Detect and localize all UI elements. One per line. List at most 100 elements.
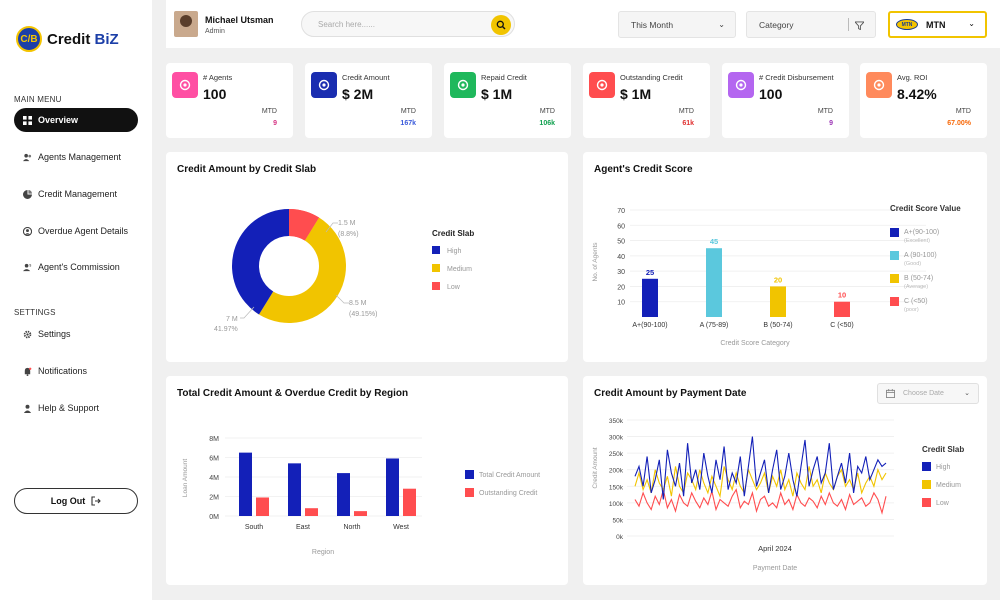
y-tick-label: 10: [617, 300, 625, 307]
y-axis-label: Loan Amount: [182, 459, 189, 498]
sidebar-item-agents-commission[interactable]: $ Agent's Commission: [14, 255, 138, 279]
sidebar-item-overdue-agent-details[interactable]: Overdue Agent Details: [14, 219, 138, 243]
y-tick-label: 70: [617, 208, 625, 215]
payment-date-card: Credit Amount by Payment Date Choose Dat…: [583, 376, 987, 585]
grid-icon: [23, 115, 32, 125]
y-tick-label: 40: [617, 254, 625, 261]
legend-note: (Good): [904, 261, 921, 267]
kpi-icon-box: [311, 72, 337, 98]
sidebar-item-credit-management[interactable]: Credit Management: [14, 182, 138, 206]
bar-South-1: [256, 497, 269, 516]
search-input[interactable]: Search here......: [301, 11, 515, 37]
leader-line: [325, 222, 338, 233]
kpi-card[interactable]: # Agents 100 MTD 9: [166, 63, 293, 138]
choose-date-dropdown[interactable]: Choose Date ⌄: [877, 383, 979, 404]
search-button[interactable]: [491, 15, 511, 35]
operator-value: MTN: [926, 19, 946, 30]
kpi-card[interactable]: Avg. ROI 8.42% MTD 67.00%: [860, 63, 987, 138]
sidebar-item-label: Agents Management: [38, 152, 122, 162]
kpi-label: # Agents: [203, 73, 233, 82]
agent-alert-icon: [23, 226, 32, 236]
kpi-value: 8.42%: [897, 86, 937, 102]
sidebar-item-label: Credit Management: [38, 189, 118, 199]
kpi-card[interactable]: # Credit Disbursement 100 MTD 9: [722, 63, 849, 138]
logo-text-biz: BiZ: [94, 30, 119, 48]
kpi-period: MTD: [817, 108, 833, 115]
logout-button[interactable]: Log Out: [14, 488, 138, 514]
legend-swatch: [890, 228, 899, 237]
y-tick-label: 8M: [209, 436, 219, 443]
bar-East-1: [305, 508, 318, 516]
mtn-logo: MTN: [896, 19, 918, 30]
y-axis-label: No. of Agents: [592, 242, 599, 282]
legend-title: Credit Score Value: [890, 204, 961, 213]
users-icon: [23, 153, 32, 161]
sidebar-item-settings[interactable]: Settings: [14, 322, 138, 346]
month-filter-dropdown[interactable]: This Month ⌄: [618, 11, 736, 38]
kpi-label: Outstanding Credit: [620, 73, 683, 82]
slice-label-low-pct: (8.8%): [338, 231, 359, 238]
disbursement-icon: [735, 79, 747, 91]
sidebar-item-label: Help & Support: [38, 403, 100, 413]
legend-label: Low: [447, 284, 461, 291]
y-tick-label: 60: [617, 223, 625, 230]
sidebar-item-help-support[interactable]: Help & Support: [14, 396, 138, 420]
kpi-icon-box: [450, 72, 476, 98]
legend-title: Credit Slab: [432, 229, 474, 238]
calendar-alert-icon: [596, 79, 608, 91]
kpi-label: Credit Amount: [342, 73, 390, 82]
x-tick-label: C (<50): [830, 322, 854, 329]
legend-label: Outstanding Credit: [479, 490, 537, 497]
legend-swatch: [432, 264, 440, 272]
sidebar-item-notifications[interactable]: Notifications: [14, 359, 138, 383]
kpi-period: MTD: [678, 108, 694, 115]
x-tick-label: April 2024: [758, 544, 792, 553]
leader-line: [335, 294, 349, 304]
legend-label: Medium: [936, 482, 961, 489]
kpi-card[interactable]: Repaid Credit $ 1M MTD 106k: [444, 63, 571, 138]
app-logo[interactable]: C/B Credit BiZ: [16, 26, 119, 52]
filter-divider: [848, 18, 849, 31]
calendar-icon: [886, 389, 895, 398]
sidebar-item-overview[interactable]: Overview: [14, 108, 138, 132]
avatar[interactable]: [174, 11, 198, 37]
user-name: Michael Utsman: [205, 15, 274, 25]
choose-date-placeholder: Choose Date: [903, 390, 944, 397]
logo-text: Credit BiZ: [47, 31, 119, 48]
credit-score-chart: 10 20 30 40 50 60 70 No. of Agents 25 A+(90-100) 4…: [592, 204, 961, 347]
x-tick-label: B (50-74): [763, 322, 792, 329]
chevron-down-icon: ⌄: [964, 390, 970, 397]
leader-line: [240, 306, 255, 319]
y-tick-label: 100k: [609, 501, 624, 508]
commission-icon: $: [23, 263, 31, 271]
search-placeholder: Search here......: [318, 20, 375, 29]
kpi-icon-box: [866, 72, 892, 98]
y-tick-label: 200k: [609, 468, 624, 475]
bar-East-0: [288, 463, 301, 516]
kpi-card[interactable]: Outstanding Credit $ 1M MTD 61k: [583, 63, 710, 138]
sidebar-item-agents-management[interactable]: Agents Management: [14, 145, 138, 169]
kpi-sub-value: 106k: [539, 120, 555, 127]
legend-label: A (90-100): [904, 252, 937, 259]
pie-chart-icon: [23, 189, 32, 199]
operator-dropdown[interactable]: MTN MTN ⌄: [888, 11, 987, 38]
svg-text:$: $: [29, 263, 31, 267]
roi-chart-icon: [873, 79, 885, 91]
legend-swatch: [890, 297, 899, 306]
sidebar-item-label: Notifications: [38, 366, 88, 376]
category-filter-dropdown[interactable]: Category: [746, 11, 876, 38]
sidebar-item-label: Overview: [38, 115, 79, 125]
legend-swatch: [465, 470, 474, 479]
legend-swatch: [922, 498, 931, 507]
y-tick-label: 20: [617, 284, 625, 291]
kpi-sub-value: 67.00%: [947, 120, 971, 127]
bar-South-0: [239, 452, 252, 516]
filter-icon: [855, 21, 864, 30]
x-tick-label: East: [296, 524, 310, 531]
donut-slice-high: [232, 209, 289, 315]
kpi-card[interactable]: Credit Amount $ 2M MTD 167k: [305, 63, 432, 138]
money-icon: [318, 79, 330, 91]
logout-label: Log Out: [50, 496, 86, 506]
x-tick-label: A (75-89): [700, 322, 729, 329]
legend-note: (poor): [904, 307, 919, 313]
